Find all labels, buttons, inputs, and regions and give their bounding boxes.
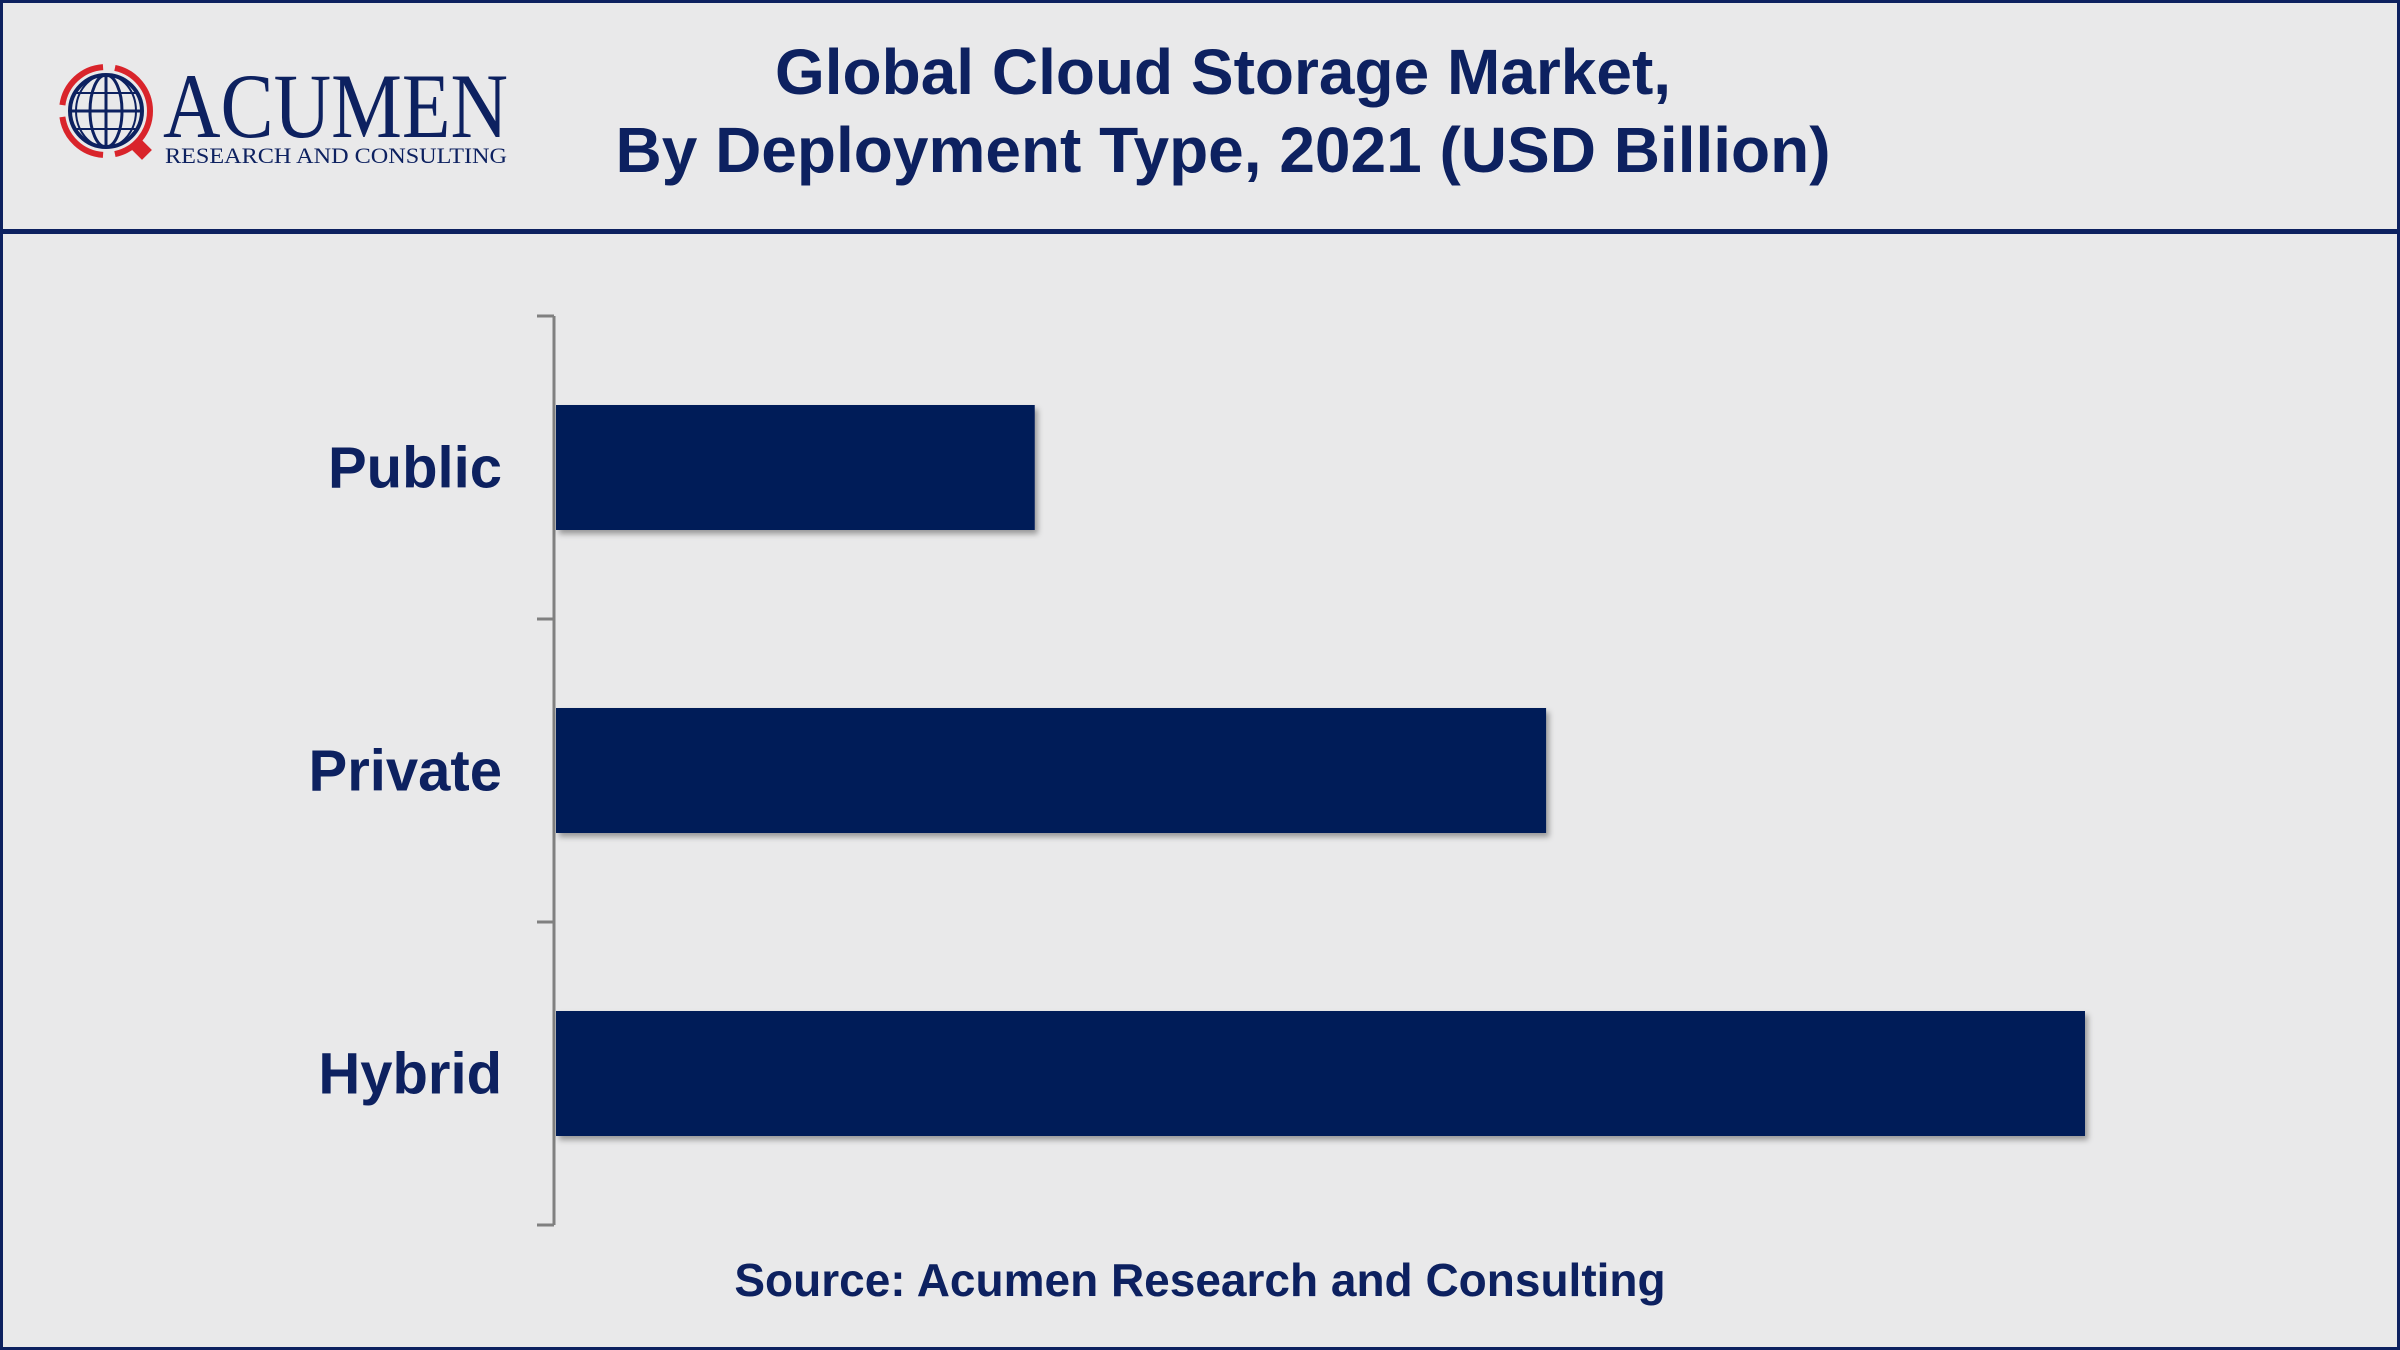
bar-private: [556, 708, 1547, 833]
category-label-private: Private: [309, 739, 502, 804]
category-label-public: Public: [328, 436, 502, 501]
y-axis: [537, 314, 556, 1227]
source-note: Source: Acumen Research and Consulting: [734, 1254, 1666, 1306]
category-label-hybrid: Hybrid: [318, 1042, 502, 1107]
logo-tagline: RESEARCH AND CONSULTING: [165, 143, 507, 168]
chart-title: Global Cloud Storage Market, By Deployme…: [543, 33, 1903, 189]
bar-hybrid: [556, 1011, 2085, 1136]
header: ACUMEN RESEARCH AND CONSULTING Global Cl…: [3, 3, 2397, 234]
bar-chart: Public Private Hybrid: [309, 314, 2085, 1227]
logo-wordmark: ACUMEN: [163, 55, 508, 157]
acumen-logo: ACUMEN RESEARCH AND CONSULTING: [59, 55, 508, 168]
bar-public: [556, 405, 1035, 530]
chart-title-line-1: Global Cloud Storage Market,: [774, 36, 1672, 108]
bars: [556, 405, 2085, 1136]
category-labels: Public Private Hybrid: [309, 436, 502, 1107]
chart-title-line-2: By Deployment Type, 2021 (USD Billion): [615, 114, 1831, 186]
